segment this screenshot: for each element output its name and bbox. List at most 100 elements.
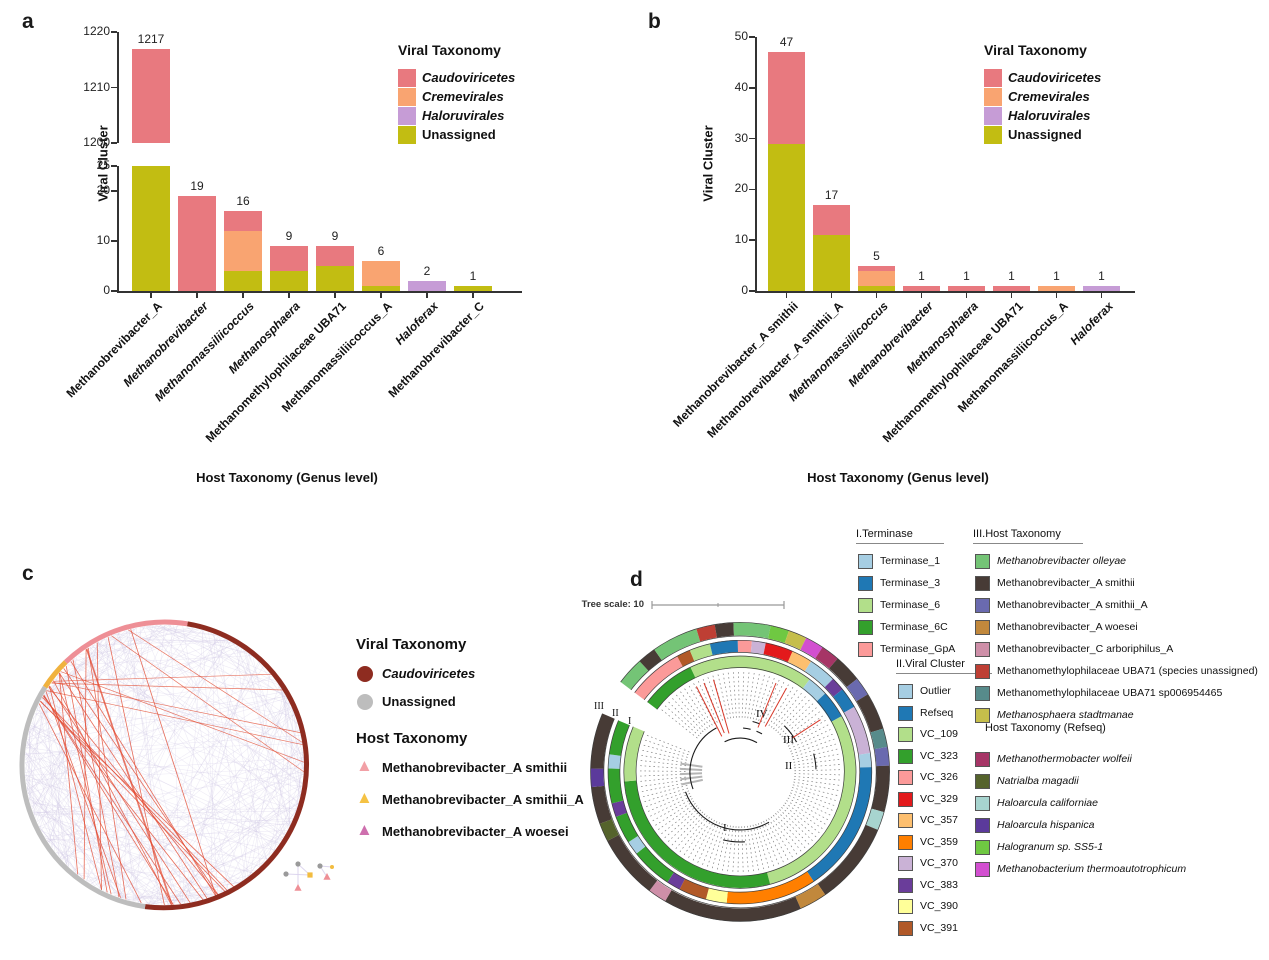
viral-cluster-legend-label-2: VC_109	[920, 728, 958, 740]
host-taxonomy-legend-label-3: Methanobrevibacter_A woesei	[997, 621, 1138, 633]
panel-d-letter: d	[630, 568, 643, 591]
host-taxonomy-legend-label-1: Methanobrevibacter_A smithii	[997, 577, 1135, 589]
panel-b-x-tick	[1010, 292, 1013, 298]
ring-III-segment	[871, 765, 890, 813]
panel-a-x-tick	[426, 292, 428, 298]
panel-a-legend-swatch-3	[398, 126, 416, 144]
rim-arc	[144, 621, 309, 911]
ring-II-segment	[804, 660, 834, 688]
ring-label-II: II	[612, 708, 619, 719]
panel-b-x-tick	[785, 292, 788, 298]
clade-label-IV: IV	[756, 708, 768, 720]
panel-a-x-axis	[117, 291, 522, 293]
ring-III-segment	[865, 808, 884, 830]
panel-a-bar-segment	[316, 246, 354, 266]
tree-scale-label: Tree scale: 10	[581, 599, 644, 610]
host-taxonomy-refseq-legend-label-1: Natrialba magadii	[997, 775, 1079, 787]
terminase-legend-label-0: Terminase_1	[880, 555, 941, 567]
ring-II-segment	[787, 650, 812, 672]
terminase-legend-swatch-1	[858, 576, 873, 591]
panel-a-y-tick	[111, 86, 117, 89]
ring-II-segment	[844, 706, 871, 755]
panel-b-bar-segment	[1038, 285, 1075, 291]
panel-b-bar-value-label: 5	[873, 248, 880, 263]
viral-cluster-legend-swatch-7	[898, 834, 913, 850]
ring-II-segment	[608, 754, 622, 769]
ring-II-segment	[763, 642, 793, 663]
viral-cluster-legend-label-5: VC_329	[920, 792, 958, 805]
ring-III-segment	[639, 649, 662, 671]
panel-b-bar-segment	[858, 265, 895, 271]
panel-b-bar-segment	[903, 285, 940, 291]
viral-cluster-legend-swatch-2	[898, 727, 913, 742]
host-taxonomy-refseq-legend-label-2: Haloarcula californiae	[997, 797, 1098, 809]
viral-cluster-legend-label-10: VC_390	[920, 900, 958, 912]
host-taxonomy-legend-swatch-0	[975, 554, 990, 569]
panel-a-bar-segment	[224, 271, 262, 291]
panel-c-letter: c	[22, 562, 34, 585]
ring-II-segment	[750, 640, 766, 655]
panel-a-x-tick	[150, 292, 152, 298]
panel-a-y-tick-label: 10	[96, 233, 110, 247]
panel-b-bar-segment	[858, 285, 895, 291]
panel-b-y-tick-label: 10	[734, 232, 748, 247]
panel-b-y-axis-title: Viral Cluster	[700, 125, 716, 202]
panel-a-x-tick	[242, 292, 244, 298]
panel-a-y-tick-label: 0	[103, 283, 110, 297]
ring-III-segment	[591, 785, 612, 824]
panel-a-y-tick-label: 20	[96, 183, 110, 197]
viral-cluster-legend-label-11: VC_391	[920, 921, 958, 934]
panel-b-legend-label-2: Haloruvirales	[1008, 108, 1091, 123]
viral-cluster-legend-label-3: VC_323	[920, 749, 958, 762]
ring-III-segment	[620, 661, 649, 690]
panel-a-bar-segment	[362, 286, 400, 291]
panel-b-y-tick-label: 30	[734, 130, 748, 145]
host-taxonomy-legend-label-7: Methanosphaera stadtmanae	[997, 709, 1134, 721]
ring-II-segment	[705, 887, 728, 904]
ring-II-segment	[824, 678, 843, 697]
clade-label-II: II	[785, 760, 793, 772]
panel-b-x-axis-title: Host Taxonomy (Genus level)	[807, 470, 989, 485]
panel-a-x-tick	[288, 292, 290, 298]
panel-a-bar-segment	[270, 246, 308, 271]
panel-c-viral-label-0: Caudoviricetes	[382, 666, 476, 681]
host-taxonomy-legend-label-4: Methanobrevibacter_C arboriphilus_A	[997, 643, 1174, 655]
ring-III-segment	[590, 768, 605, 788]
ring-III-segment	[590, 713, 615, 769]
panel-a-y-tick	[111, 165, 117, 167]
ring-III-segment	[800, 637, 823, 659]
ring-III-segment	[815, 647, 838, 669]
clade-label-I: I	[723, 822, 727, 834]
host-taxonomy-refseq-legend-swatch-5	[975, 862, 990, 877]
panel-a-bar-segment	[362, 261, 400, 286]
panel-b-bar-segment	[813, 204, 850, 236]
panel-b-legend-swatch-2	[984, 107, 1002, 125]
ring-II-segment	[609, 720, 630, 757]
viral-cluster-legend-swatch-6	[898, 813, 913, 828]
panel-a-x-tick	[472, 292, 474, 298]
panel-c-host-label-2: Methanobrevibacter_A woesei	[382, 824, 569, 839]
panel-a-bar-value-label: 6	[377, 244, 385, 258]
panel-b-y-tick	[749, 239, 755, 241]
panel-b-bar-value-label: 1	[1098, 268, 1105, 283]
ring-I-segment	[690, 656, 810, 689]
panel-a-bar-segment	[224, 231, 262, 271]
host-taxonomy-legend-swatch-1	[975, 576, 990, 591]
ring-II-segment	[636, 846, 675, 883]
panel-b-y-tick-label: 40	[734, 79, 748, 94]
rim-arc	[19, 685, 146, 910]
panel-c-viral-swatch-1	[357, 694, 373, 710]
host-taxonomy-refseq-legend-swatch-4	[975, 840, 990, 855]
panel-a-x-tick	[196, 292, 198, 298]
panel-b-y-tick	[749, 188, 755, 191]
panel-a-letter: a	[22, 10, 34, 33]
ring-II-segment	[667, 872, 686, 890]
host-taxonomy-legend-swatch-6	[975, 686, 990, 701]
panel-c-viral-swatch-0	[357, 666, 373, 682]
panel-a-bar-segment	[408, 281, 446, 291]
host-taxonomy-legend-label-5: Methanomethylophilaceae UBA71 (species u…	[997, 665, 1258, 677]
panel-a-bar-value-label: 2	[423, 264, 431, 278]
viral-cluster-legend-label-8: VC_370	[920, 857, 958, 869]
ring-I-segment	[647, 667, 696, 710]
host-taxonomy-refseq-legend-swatch-3	[975, 818, 990, 833]
